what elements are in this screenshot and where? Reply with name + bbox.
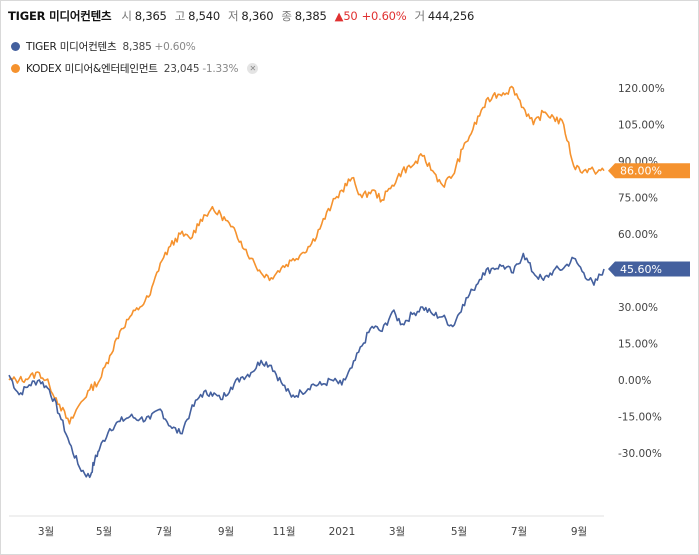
open-value: 8,365	[134, 9, 167, 23]
y-tick-label: -30.00%	[618, 448, 662, 460]
x-tick-label: 3월	[38, 526, 54, 538]
legend-price: 8,385	[122, 40, 152, 53]
y-tick-label: 30.00%	[618, 302, 658, 314]
y-tick-label: 15.00%	[618, 339, 658, 351]
y-tick-label: 60.00%	[618, 229, 658, 241]
x-tick-label: 7월	[511, 526, 527, 538]
y-tick-label: 75.00%	[618, 193, 658, 205]
close-value: 8,385	[294, 9, 327, 23]
volume-value: 444,256	[427, 9, 475, 23]
x-tick-label: 9월	[218, 526, 234, 538]
legend-price: 23,045	[163, 62, 200, 75]
x-tick-label: 11월	[272, 526, 295, 538]
x-tick-label: 2021	[329, 526, 356, 538]
y-tick-label: 105.00%	[618, 120, 665, 132]
x-tick-label: 5월	[96, 526, 112, 538]
legend-change: +0.60%	[154, 40, 196, 53]
legend-series-name: KODEX 미디어&엔터테인먼트	[26, 63, 158, 75]
x-tick-label: 5월	[451, 526, 467, 538]
last-value-badge	[608, 261, 690, 277]
legend-item-tiger[interactable]: TIGER 미디어컨텐츠 8,385 +0.60%	[11, 39, 196, 54]
y-tick-label: -15.00%	[618, 412, 662, 424]
high-value: 8,540	[188, 9, 221, 23]
change-percent: +0.60%	[361, 9, 407, 23]
volume-label: 거	[414, 9, 426, 23]
x-tick-label: 7월	[156, 526, 172, 538]
series-line	[8, 85, 605, 425]
quote-header: TIGER 미디어컨텐츠 시 8,365 고 8,540 저 8,360 종 8,385…	[8, 7, 482, 25]
y-tick-label: 120.00%	[618, 83, 665, 95]
low-label: 저	[228, 9, 239, 23]
x-tick-label: 3월	[389, 526, 405, 538]
series-dot-icon	[11, 64, 20, 73]
legend-item-kodex[interactable]: KODEX 미디어&엔터테인먼트 23,045 -1.33% ✕	[11, 61, 259, 76]
series-line	[8, 252, 605, 479]
last-value-badge	[608, 163, 690, 179]
series-dot-icon	[11, 42, 20, 51]
last-value-label: 45.60%	[620, 263, 662, 276]
instrument-name: TIGER 미디어컨텐츠	[8, 9, 112, 23]
last-value-label: 86.00%	[620, 165, 662, 178]
high-label: 고	[174, 9, 186, 23]
remove-series-icon[interactable]: ✕	[247, 63, 259, 74]
change-value: ▲50	[334, 9, 358, 23]
close-label: 종	[281, 9, 292, 23]
legend-change: -1.33%	[202, 62, 239, 75]
x-tick-label: 9월	[571, 526, 587, 538]
legend-series-name: TIGER 미디어컨텐츠	[26, 41, 117, 53]
y-tick-label: 0.00%	[618, 375, 651, 387]
open-label: 시	[121, 9, 132, 23]
low-value: 8,360	[241, 9, 274, 23]
